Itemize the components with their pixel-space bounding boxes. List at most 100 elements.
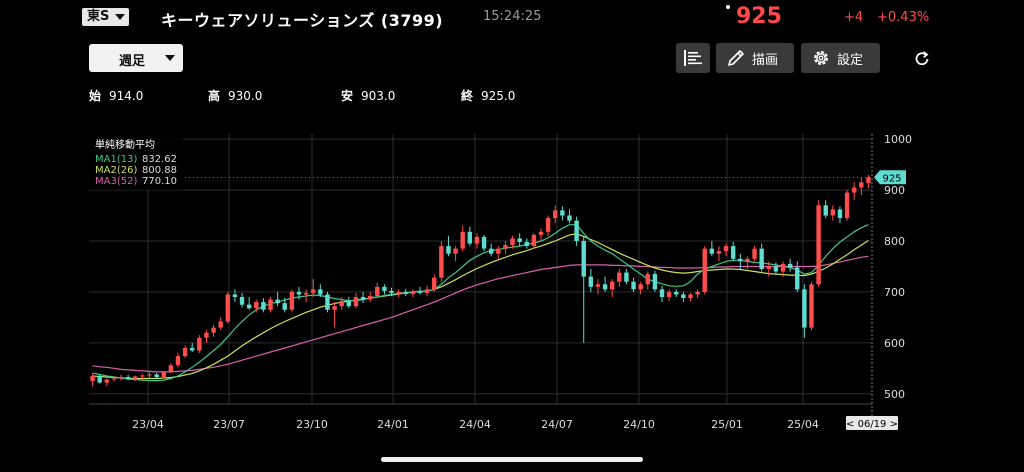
candle xyxy=(574,216,579,247)
candle-list-button[interactable] xyxy=(676,43,710,73)
candle xyxy=(581,235,586,343)
candle xyxy=(90,373,95,387)
open-value: 914.0 xyxy=(109,89,144,103)
candle xyxy=(496,246,501,259)
candle xyxy=(716,246,722,262)
x-tick-label: 25/01 xyxy=(711,418,743,431)
current-price-marker: 925 xyxy=(874,170,906,185)
high-value: 930.0 xyxy=(228,89,263,103)
y-tick-label: 700 xyxy=(884,286,905,299)
reload-button[interactable] xyxy=(912,49,932,73)
candle xyxy=(282,298,287,313)
candle xyxy=(595,279,601,295)
candle xyxy=(802,284,807,338)
candle xyxy=(531,233,537,249)
candle xyxy=(396,289,401,298)
settings-button[interactable]: 設定 xyxy=(801,43,880,73)
candle xyxy=(104,378,110,387)
x-tick-label: 23/10 xyxy=(296,418,328,431)
candle xyxy=(652,270,658,292)
candle xyxy=(296,286,302,300)
candle xyxy=(481,234,487,252)
candle xyxy=(161,370,166,379)
x-tick-label: 24/01 xyxy=(377,418,409,431)
low-value: 903.0 xyxy=(361,89,396,103)
candle xyxy=(759,243,764,272)
draw-label: 描画 xyxy=(752,52,779,68)
candle xyxy=(553,205,558,224)
x-tick-label: 24/04 xyxy=(459,418,491,431)
candle xyxy=(823,200,828,219)
current-price: 925 xyxy=(736,4,782,29)
candle xyxy=(474,233,480,249)
chevron-down-icon xyxy=(165,55,175,61)
candle xyxy=(439,240,444,282)
price-chart[interactable]: 1000 900 800 700 600 500 23/04 23/07 23/10 24/01 2… xyxy=(0,128,1024,438)
candle xyxy=(787,258,793,272)
candle xyxy=(446,235,451,257)
candle xyxy=(524,238,529,249)
candle xyxy=(866,174,871,189)
legend-ma2: MA2(26) 800.88 xyxy=(95,165,181,176)
legend-ma3-label: MA3(52) xyxy=(95,176,138,187)
candle xyxy=(382,284,387,295)
pencil-icon xyxy=(728,50,744,66)
candle xyxy=(111,375,117,382)
candle xyxy=(403,288,408,296)
candle xyxy=(133,375,138,382)
candle xyxy=(254,299,259,313)
candle xyxy=(375,282,380,299)
candle xyxy=(325,291,330,313)
candle xyxy=(602,276,608,292)
candle xyxy=(766,261,771,277)
low-label: 安 xyxy=(341,89,354,103)
ma3-line xyxy=(92,255,869,373)
open-label: 始 xyxy=(89,89,102,103)
candle xyxy=(837,206,843,224)
candle xyxy=(147,372,152,378)
legend-ma3-value: 770.10 xyxy=(142,176,177,187)
candle xyxy=(773,262,779,275)
candle xyxy=(674,289,679,298)
candle xyxy=(510,235,515,249)
ohlc-low: 安 903.0 xyxy=(341,87,395,104)
candle xyxy=(624,269,629,285)
candle xyxy=(609,279,615,298)
chevron-down-icon xyxy=(115,14,126,20)
candle xyxy=(738,253,743,269)
legend-ma1: MA1(13) 832.62 xyxy=(95,154,181,165)
date-indicator[interactable]: < 06/19 > xyxy=(846,416,898,430)
ohlc-close: 終 925.0 xyxy=(461,87,515,104)
candle xyxy=(517,233,522,247)
legend-ma2-label: MA2(26) xyxy=(95,165,138,176)
candle xyxy=(424,285,430,296)
candle xyxy=(417,286,423,295)
candle xyxy=(859,177,864,196)
candle xyxy=(197,335,202,354)
candle xyxy=(851,182,857,201)
exchange-selector[interactable]: 東S xyxy=(82,8,130,26)
ma1-line xyxy=(92,224,869,382)
period-label: 週足 xyxy=(119,54,146,69)
candle xyxy=(125,374,131,381)
candle xyxy=(567,209,572,224)
candle xyxy=(140,373,145,380)
candle xyxy=(168,363,174,374)
candle xyxy=(809,281,814,331)
y-tick-label: 500 xyxy=(884,388,905,401)
update-dot-icon xyxy=(726,5,730,9)
candle xyxy=(695,289,700,299)
stock-name: キーウェアソリューションズ (3799) xyxy=(161,11,444,30)
home-indicator[interactable] xyxy=(381,457,643,462)
draw-button[interactable]: 描画 xyxy=(716,43,794,73)
high-label: 高 xyxy=(208,89,221,103)
candle xyxy=(239,292,245,308)
x-tick-label: 23/04 xyxy=(132,418,164,431)
exchange-label: 東S xyxy=(87,9,110,24)
candle xyxy=(268,297,273,313)
candlestick-chart[interactable]: 1000 900 800 700 600 500 23/04 23/07 23/10 24/01 2… xyxy=(0,128,1024,438)
close-value: 925.0 xyxy=(481,89,516,103)
period-selector[interactable]: 週足 xyxy=(89,44,183,72)
candle xyxy=(659,285,665,303)
candle xyxy=(588,269,594,292)
